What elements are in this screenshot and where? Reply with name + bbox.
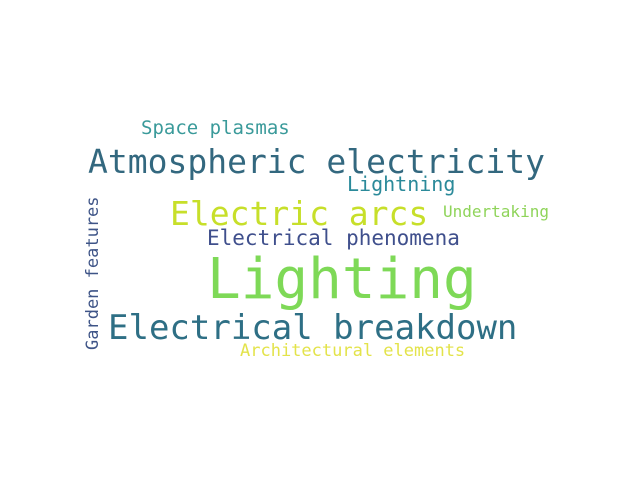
word-undertaking: Undertaking — [443, 202, 549, 221]
word-electrical-breakdown: Electrical breakdown — [108, 308, 518, 348]
word-garden-features: Garden features — [83, 196, 103, 350]
word-atmospheric-electricity: Atmospheric electricity — [88, 142, 545, 181]
word-architectural-elements: Architectural elements — [240, 341, 466, 361]
word-lightning: Lightning — [347, 172, 456, 196]
word-electrical-phenomena: Electrical phenomena — [207, 226, 460, 250]
word-lighting: Lighting — [207, 247, 477, 312]
word-space-plasmas: Space plasmas — [141, 117, 290, 139]
word-electric-arcs: Electric arcs — [170, 194, 429, 233]
